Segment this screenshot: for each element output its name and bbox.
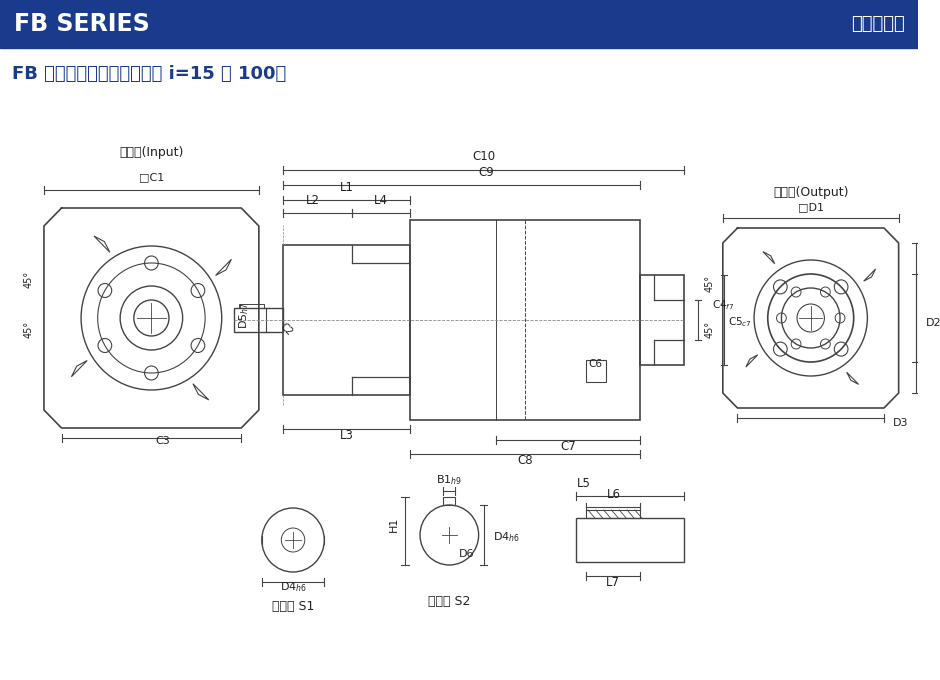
- Text: D6: D6: [459, 549, 475, 559]
- Bar: [640, 275, 683, 365]
- Text: L4: L4: [374, 194, 388, 207]
- Text: L3: L3: [340, 429, 353, 442]
- Text: □D1: □D1: [798, 202, 823, 212]
- Text: 轴型式 S1: 轴型式 S1: [272, 600, 314, 613]
- Text: C9: C9: [478, 166, 494, 179]
- Text: C10: C10: [472, 150, 495, 163]
- Text: □C1: □C1: [139, 172, 164, 182]
- Bar: [586, 360, 605, 382]
- Text: C8: C8: [517, 454, 533, 467]
- Bar: [576, 518, 683, 562]
- Text: FB SERIES: FB SERIES: [14, 12, 149, 36]
- Text: 45°: 45°: [704, 321, 714, 338]
- Bar: [410, 220, 640, 420]
- Text: L6: L6: [606, 488, 620, 501]
- Text: 45°: 45°: [704, 275, 714, 292]
- Text: C2: C2: [278, 322, 294, 338]
- Text: FB 系列尺寸（双节，减速比 i=15 ～ 100）: FB 系列尺寸（双节，减速比 i=15 ～ 100）: [11, 65, 286, 83]
- Bar: [240, 304, 264, 308]
- Text: B1$_{h9}$: B1$_{h9}$: [436, 473, 462, 487]
- Text: C4$_{f7}$: C4$_{f7}$: [713, 298, 734, 312]
- Text: 输出端(Output): 输出端(Output): [773, 186, 849, 199]
- Bar: [586, 510, 640, 518]
- Bar: [0, 0, 918, 48]
- Text: 输入端(Input): 输入端(Input): [119, 146, 183, 159]
- Bar: [283, 245, 410, 395]
- Text: C6: C6: [588, 359, 603, 369]
- Text: D4$_{h6}$: D4$_{h6}$: [494, 530, 521, 544]
- Text: D4$_{h6}$: D4$_{h6}$: [279, 580, 306, 594]
- Bar: [444, 497, 455, 505]
- Text: L1: L1: [339, 181, 353, 194]
- Bar: [234, 308, 283, 332]
- Text: H1: H1: [388, 517, 399, 532]
- Text: C7: C7: [560, 440, 575, 453]
- Text: C3: C3: [156, 436, 170, 446]
- Text: L7: L7: [606, 576, 620, 589]
- Text: 45°: 45°: [24, 271, 33, 288]
- Text: D3: D3: [893, 418, 908, 428]
- Text: C5$_{c7}$: C5$_{c7}$: [728, 315, 752, 329]
- Text: L2: L2: [306, 194, 320, 207]
- Text: L5: L5: [577, 477, 591, 490]
- Text: 轴型式 S2: 轴型式 S2: [428, 595, 471, 608]
- Text: 45°: 45°: [24, 321, 33, 338]
- Text: 行星减速机: 行星减速机: [851, 15, 904, 33]
- Text: D5$_{h7}$: D5$_{h7}$: [237, 302, 251, 329]
- Text: D2: D2: [926, 318, 940, 328]
